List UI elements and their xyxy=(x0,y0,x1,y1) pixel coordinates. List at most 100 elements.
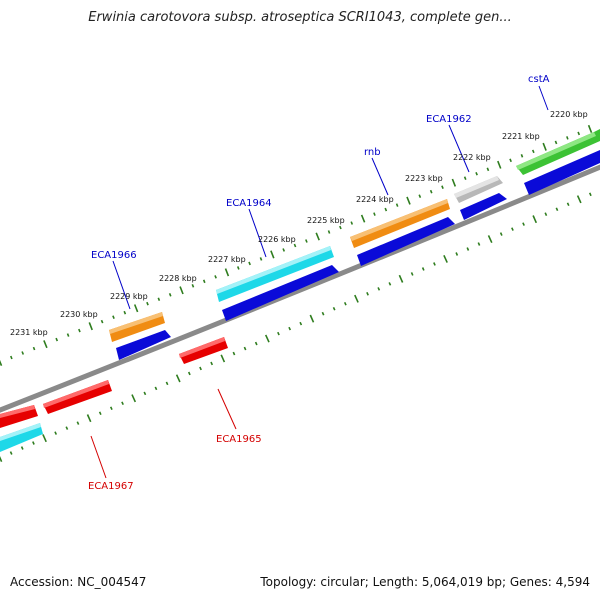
topology-text: Topology: circular; Length: 5,064,019 bp… xyxy=(260,575,590,589)
feature-ECA1966 xyxy=(109,312,171,360)
major-tick xyxy=(0,455,3,463)
feature-ECA1964 xyxy=(216,246,339,321)
minor-tick xyxy=(121,401,124,406)
minor-tick xyxy=(123,310,127,315)
minor-tick xyxy=(555,207,559,212)
major-tick xyxy=(42,434,47,443)
minor-tick xyxy=(395,203,399,207)
minor-tick xyxy=(433,262,436,266)
feature-ECA1967 xyxy=(0,380,112,452)
minor-tick xyxy=(522,222,525,226)
major-tick xyxy=(360,214,366,223)
kbp-label: 2224 kbp xyxy=(356,195,394,204)
minor-tick xyxy=(20,446,24,450)
minor-tick xyxy=(232,351,236,356)
gene-label-cstA: cstA xyxy=(528,74,550,85)
kbp-label: 2231 kbp xyxy=(10,328,48,337)
major-tick xyxy=(443,254,448,263)
minor-tick xyxy=(499,232,503,236)
gene-label-ECA1966: ECA1966 xyxy=(91,250,137,261)
minor-tick xyxy=(511,227,514,231)
minor-tick xyxy=(327,230,331,234)
major-tick xyxy=(487,235,493,244)
minor-tick xyxy=(520,154,524,158)
minor-tick xyxy=(214,275,217,279)
minor-tick xyxy=(321,311,325,316)
minor-tick xyxy=(455,252,459,256)
minor-tick xyxy=(388,282,392,286)
minor-tick xyxy=(299,321,303,326)
minor-tick xyxy=(305,239,308,243)
major-tick xyxy=(451,178,457,187)
major-tick xyxy=(179,286,184,295)
minor-tick xyxy=(339,225,342,230)
minor-tick xyxy=(9,451,13,455)
minor-tick xyxy=(65,426,69,430)
major-tick xyxy=(497,160,502,169)
feature-ECA1965 xyxy=(179,337,228,364)
major-tick xyxy=(220,354,226,363)
major-tick xyxy=(43,340,48,349)
gene-label-ECA1965: ECA1965 xyxy=(216,434,262,445)
minor-tick xyxy=(157,297,161,301)
minor-tick xyxy=(377,287,381,291)
kbp-label: 2230 kbp xyxy=(60,310,98,319)
minor-tick xyxy=(343,301,347,306)
minor-tick xyxy=(288,326,292,331)
gene-label-ECA1962: ECA1962 xyxy=(426,114,472,125)
major-tick xyxy=(175,374,181,383)
minor-tick xyxy=(187,371,191,376)
outer-tick-track xyxy=(0,124,593,367)
minor-tick xyxy=(191,284,195,288)
minor-tick xyxy=(577,131,581,136)
minor-tick xyxy=(248,261,251,266)
minor-tick xyxy=(154,386,158,391)
feature-rnb xyxy=(350,199,455,266)
minor-tick xyxy=(243,346,247,351)
minor-tick xyxy=(509,158,512,163)
minor-tick xyxy=(373,212,376,216)
minor-tick xyxy=(421,267,425,271)
minor-tick xyxy=(165,381,169,386)
minor-tick xyxy=(146,301,149,306)
minor-tick xyxy=(282,248,286,252)
gene-label-rnb: rnb xyxy=(364,147,381,158)
major-tick xyxy=(532,215,538,224)
kbp-label: 2229 kbp xyxy=(110,292,148,301)
gene-label-ECA1964: ECA1964 xyxy=(226,198,272,209)
minor-tick xyxy=(109,406,113,411)
map-title: Erwinia carotovora subsp. atroseptica SC… xyxy=(88,10,512,25)
major-tick xyxy=(406,196,411,205)
minor-tick xyxy=(384,207,388,212)
minor-tick xyxy=(10,355,13,360)
major-tick xyxy=(309,314,315,323)
minor-tick xyxy=(366,291,369,296)
major-tick xyxy=(224,268,230,277)
minor-tick xyxy=(277,331,280,336)
major-tick xyxy=(315,232,320,241)
minor-tick xyxy=(554,140,558,145)
minor-tick xyxy=(78,328,81,333)
minor-tick xyxy=(531,149,535,154)
major-tick xyxy=(88,322,93,331)
minor-tick xyxy=(566,136,569,140)
major-tick xyxy=(131,394,137,403)
kbp-label: 2226 kbp xyxy=(258,235,296,244)
minor-tick xyxy=(566,202,570,207)
minor-tick xyxy=(55,337,59,342)
major-tick xyxy=(0,359,3,367)
minor-tick xyxy=(254,341,258,346)
minor-tick xyxy=(199,366,202,371)
minor-tick xyxy=(588,192,592,197)
minor-tick xyxy=(486,167,490,172)
minor-tick xyxy=(143,391,147,396)
kbp-label: 2223 kbp xyxy=(405,174,443,183)
inner-tick-track xyxy=(0,192,592,463)
minor-tick xyxy=(32,441,35,445)
kbp-label: 2228 kbp xyxy=(159,274,197,283)
major-tick xyxy=(86,414,92,423)
major-tick xyxy=(587,124,593,133)
minor-tick xyxy=(429,189,433,194)
kbp-label: 2227 kbp xyxy=(208,255,246,264)
